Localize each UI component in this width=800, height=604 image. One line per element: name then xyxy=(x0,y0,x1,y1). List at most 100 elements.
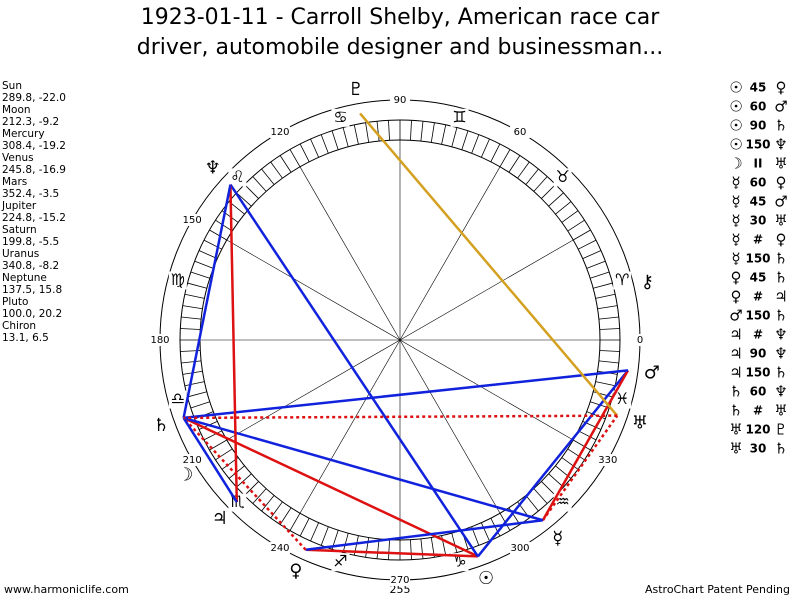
aspect-to: ♅ xyxy=(774,402,787,420)
aspect-from: ☿ xyxy=(731,212,740,230)
longitude: 199.8 xyxy=(2,236,32,248)
ring-tick xyxy=(342,533,349,553)
aspect-from: ☉ xyxy=(729,79,742,97)
separator: , xyxy=(32,260,39,272)
planet-glyph: ☉ xyxy=(478,568,494,589)
ring-tick xyxy=(525,168,539,185)
aspect-from: ☿ xyxy=(731,193,740,211)
label-bg xyxy=(390,94,410,106)
ring-tick xyxy=(181,360,202,364)
aspect-type: # xyxy=(753,328,763,342)
planet-position: 199.8, -5.5 xyxy=(2,236,59,248)
longitude: 289.8 xyxy=(2,92,32,104)
longitude: 100.0 xyxy=(2,308,32,320)
ring-tick xyxy=(320,526,329,546)
declination: 6.5 xyxy=(32,332,49,344)
degree-label: 90 xyxy=(394,95,407,106)
ring-tick xyxy=(541,481,556,496)
planet-name: Pluto xyxy=(2,296,28,308)
ring-tick xyxy=(203,430,222,441)
planet-position: 224.8, -15.2 xyxy=(2,212,66,224)
spoke xyxy=(399,166,501,341)
ring-tick xyxy=(270,161,283,179)
aspect-to: ♄ xyxy=(774,117,787,135)
degree-label: 120 xyxy=(270,127,289,138)
planet-name: Mars xyxy=(2,176,27,188)
aspect-from: ☿ xyxy=(731,231,740,249)
declination: -22.0 xyxy=(39,92,66,104)
ring-tick xyxy=(365,122,370,143)
separator: , xyxy=(32,284,39,296)
ring-tick xyxy=(451,533,458,553)
planet-glyph: ♅ xyxy=(632,413,648,434)
ring-tick xyxy=(480,522,490,542)
separator: , xyxy=(32,236,39,248)
ring-tick xyxy=(181,316,202,320)
sign-bg xyxy=(331,553,350,572)
aspect-to: ♃ xyxy=(774,288,787,306)
longitude: 245.8 xyxy=(2,164,32,176)
footer-right: AstroChart Patent Pending xyxy=(645,583,790,596)
aspect-line xyxy=(183,369,629,420)
aspect-to: ♄ xyxy=(774,440,787,458)
planet-position: 340.8, -8.2 xyxy=(2,260,59,272)
aspect-to: ♀ xyxy=(776,79,787,97)
title-line: 1923-01-11 - Carroll Shelby, American ra… xyxy=(141,5,660,30)
aspect-type: 30 xyxy=(750,442,767,456)
ring-tick xyxy=(598,360,619,364)
ring-tick xyxy=(517,161,530,179)
spoke xyxy=(399,239,574,341)
spoke xyxy=(299,339,401,514)
aspect-to: ♅ xyxy=(774,155,787,173)
aspect-to: ♇ xyxy=(774,421,787,439)
aspect-type: 150 xyxy=(745,309,770,323)
ring-tick xyxy=(209,439,227,451)
aspect-line xyxy=(229,183,479,558)
ring-tick xyxy=(567,219,585,232)
zodiac-sign: ♊ xyxy=(452,107,466,126)
aspect-from: ♄ xyxy=(729,402,742,420)
aspect-to: ♂ xyxy=(774,193,787,211)
aspect-to: ♆ xyxy=(774,136,787,154)
aspect-line xyxy=(305,548,478,558)
ring-tick xyxy=(573,439,591,451)
aspect-type: 90 xyxy=(750,347,767,361)
planet-name: Neptune xyxy=(2,272,47,284)
ring-tick xyxy=(184,381,205,387)
planet-glyph: ♀ xyxy=(289,561,302,582)
planet-name: Sun xyxy=(2,80,22,92)
declination: -19.2 xyxy=(39,140,66,152)
zodiac-sign: ♌ xyxy=(230,167,244,186)
spoke xyxy=(226,239,401,341)
ring-tick xyxy=(508,155,521,173)
aspect-from: ☉ xyxy=(729,117,742,135)
planet-position: 13.1, 6.5 xyxy=(2,332,49,344)
separator: , xyxy=(32,164,39,176)
planet-name: Venus xyxy=(2,152,34,164)
sign-bg xyxy=(450,108,469,127)
declination: 15.8 xyxy=(39,284,62,296)
aspect-to: ♆ xyxy=(774,326,787,344)
aspect-to: ♄ xyxy=(774,307,787,325)
declination: -5.5 xyxy=(39,236,60,248)
label-bg xyxy=(390,574,410,586)
aspect-from: ♅ xyxy=(729,440,742,458)
sign-bg xyxy=(331,108,350,127)
ring-tick xyxy=(299,143,310,162)
ring-tick xyxy=(578,430,597,441)
longitude: 13.1 xyxy=(2,332,25,344)
aspect-from: ☉ xyxy=(729,98,742,116)
declination: -3.5 xyxy=(39,188,60,200)
sign-bg xyxy=(613,271,632,290)
ring-tick xyxy=(252,488,267,504)
aspect-from: ♃ xyxy=(729,326,742,344)
planet-glyph: ☽ xyxy=(177,465,193,486)
ring-tick xyxy=(573,229,591,241)
planet-glyph: ☿ xyxy=(552,528,563,549)
degree-label: 180 xyxy=(150,335,169,346)
planet-name: Saturn xyxy=(2,224,37,236)
ring-tick xyxy=(342,127,349,147)
aspect-type: II xyxy=(754,157,763,171)
ring-tick xyxy=(310,522,320,542)
aspect-to: ♄ xyxy=(774,269,787,287)
